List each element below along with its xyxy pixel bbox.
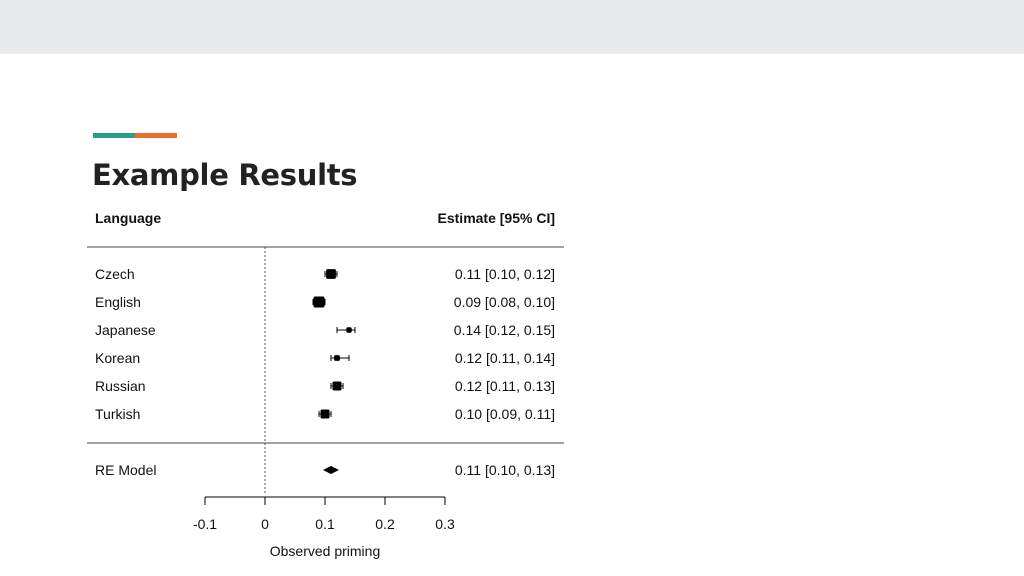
row-estimate-text: 0.11 [0.10, 0.12] xyxy=(455,266,555,282)
row-label: Japanese xyxy=(95,322,156,338)
row-estimate-text: 0.09 [0.08, 0.10] xyxy=(454,294,555,310)
x-tick-label: 0.1 xyxy=(315,516,335,532)
row-estimate-text: 0.12 [0.11, 0.14] xyxy=(455,350,555,366)
row-estimate-text: 0.14 [0.12, 0.15] xyxy=(454,322,555,338)
summary-diamond xyxy=(323,466,339,474)
summary-label: RE Model xyxy=(95,462,156,478)
point-estimate xyxy=(326,269,336,279)
row-estimate-text: 0.12 [0.11, 0.13] xyxy=(455,378,555,394)
forest-row: Turkish 0.10 [0.09, 0.11] xyxy=(95,406,555,422)
header-estimate: Estimate [95% CI] xyxy=(438,210,555,226)
row-label: Russian xyxy=(95,378,146,394)
forest-row: Russian 0.12 [0.11, 0.13] xyxy=(95,378,555,394)
x-tick-label: 0.3 xyxy=(435,516,455,532)
point-estimate xyxy=(332,381,342,391)
forest-row: Japanese 0.14 [0.12, 0.15] xyxy=(95,322,555,338)
row-label: Czech xyxy=(95,266,135,282)
x-axis-label: Observed priming xyxy=(270,543,381,559)
header-language: Language xyxy=(95,210,161,226)
forest-row: Czech 0.11 [0.10, 0.12] xyxy=(95,266,555,282)
accent-bar-teal xyxy=(93,133,135,138)
summary-estimate-text: 0.11 [0.10, 0.13] xyxy=(455,462,555,478)
x-tick-label: -0.1 xyxy=(193,516,217,532)
slide-title: Example Results xyxy=(92,158,358,192)
point-estimate xyxy=(346,327,352,333)
point-estimate xyxy=(334,355,340,361)
point-estimate xyxy=(313,296,325,308)
forest-row: English 0.09 [0.08, 0.10] xyxy=(95,294,555,310)
top-band xyxy=(0,0,1024,54)
forest-row: Korean 0.12 [0.11, 0.14] xyxy=(95,350,555,366)
row-label: Korean xyxy=(95,350,140,366)
row-label: Turkish xyxy=(95,406,140,422)
accent-bar-orange xyxy=(135,133,177,138)
point-estimate xyxy=(320,409,330,419)
row-estimate-text: 0.10 [0.09, 0.11] xyxy=(455,406,555,422)
row-label: English xyxy=(95,294,141,310)
x-tick-label: 0 xyxy=(261,516,269,532)
x-tick-label: 0.2 xyxy=(375,516,395,532)
